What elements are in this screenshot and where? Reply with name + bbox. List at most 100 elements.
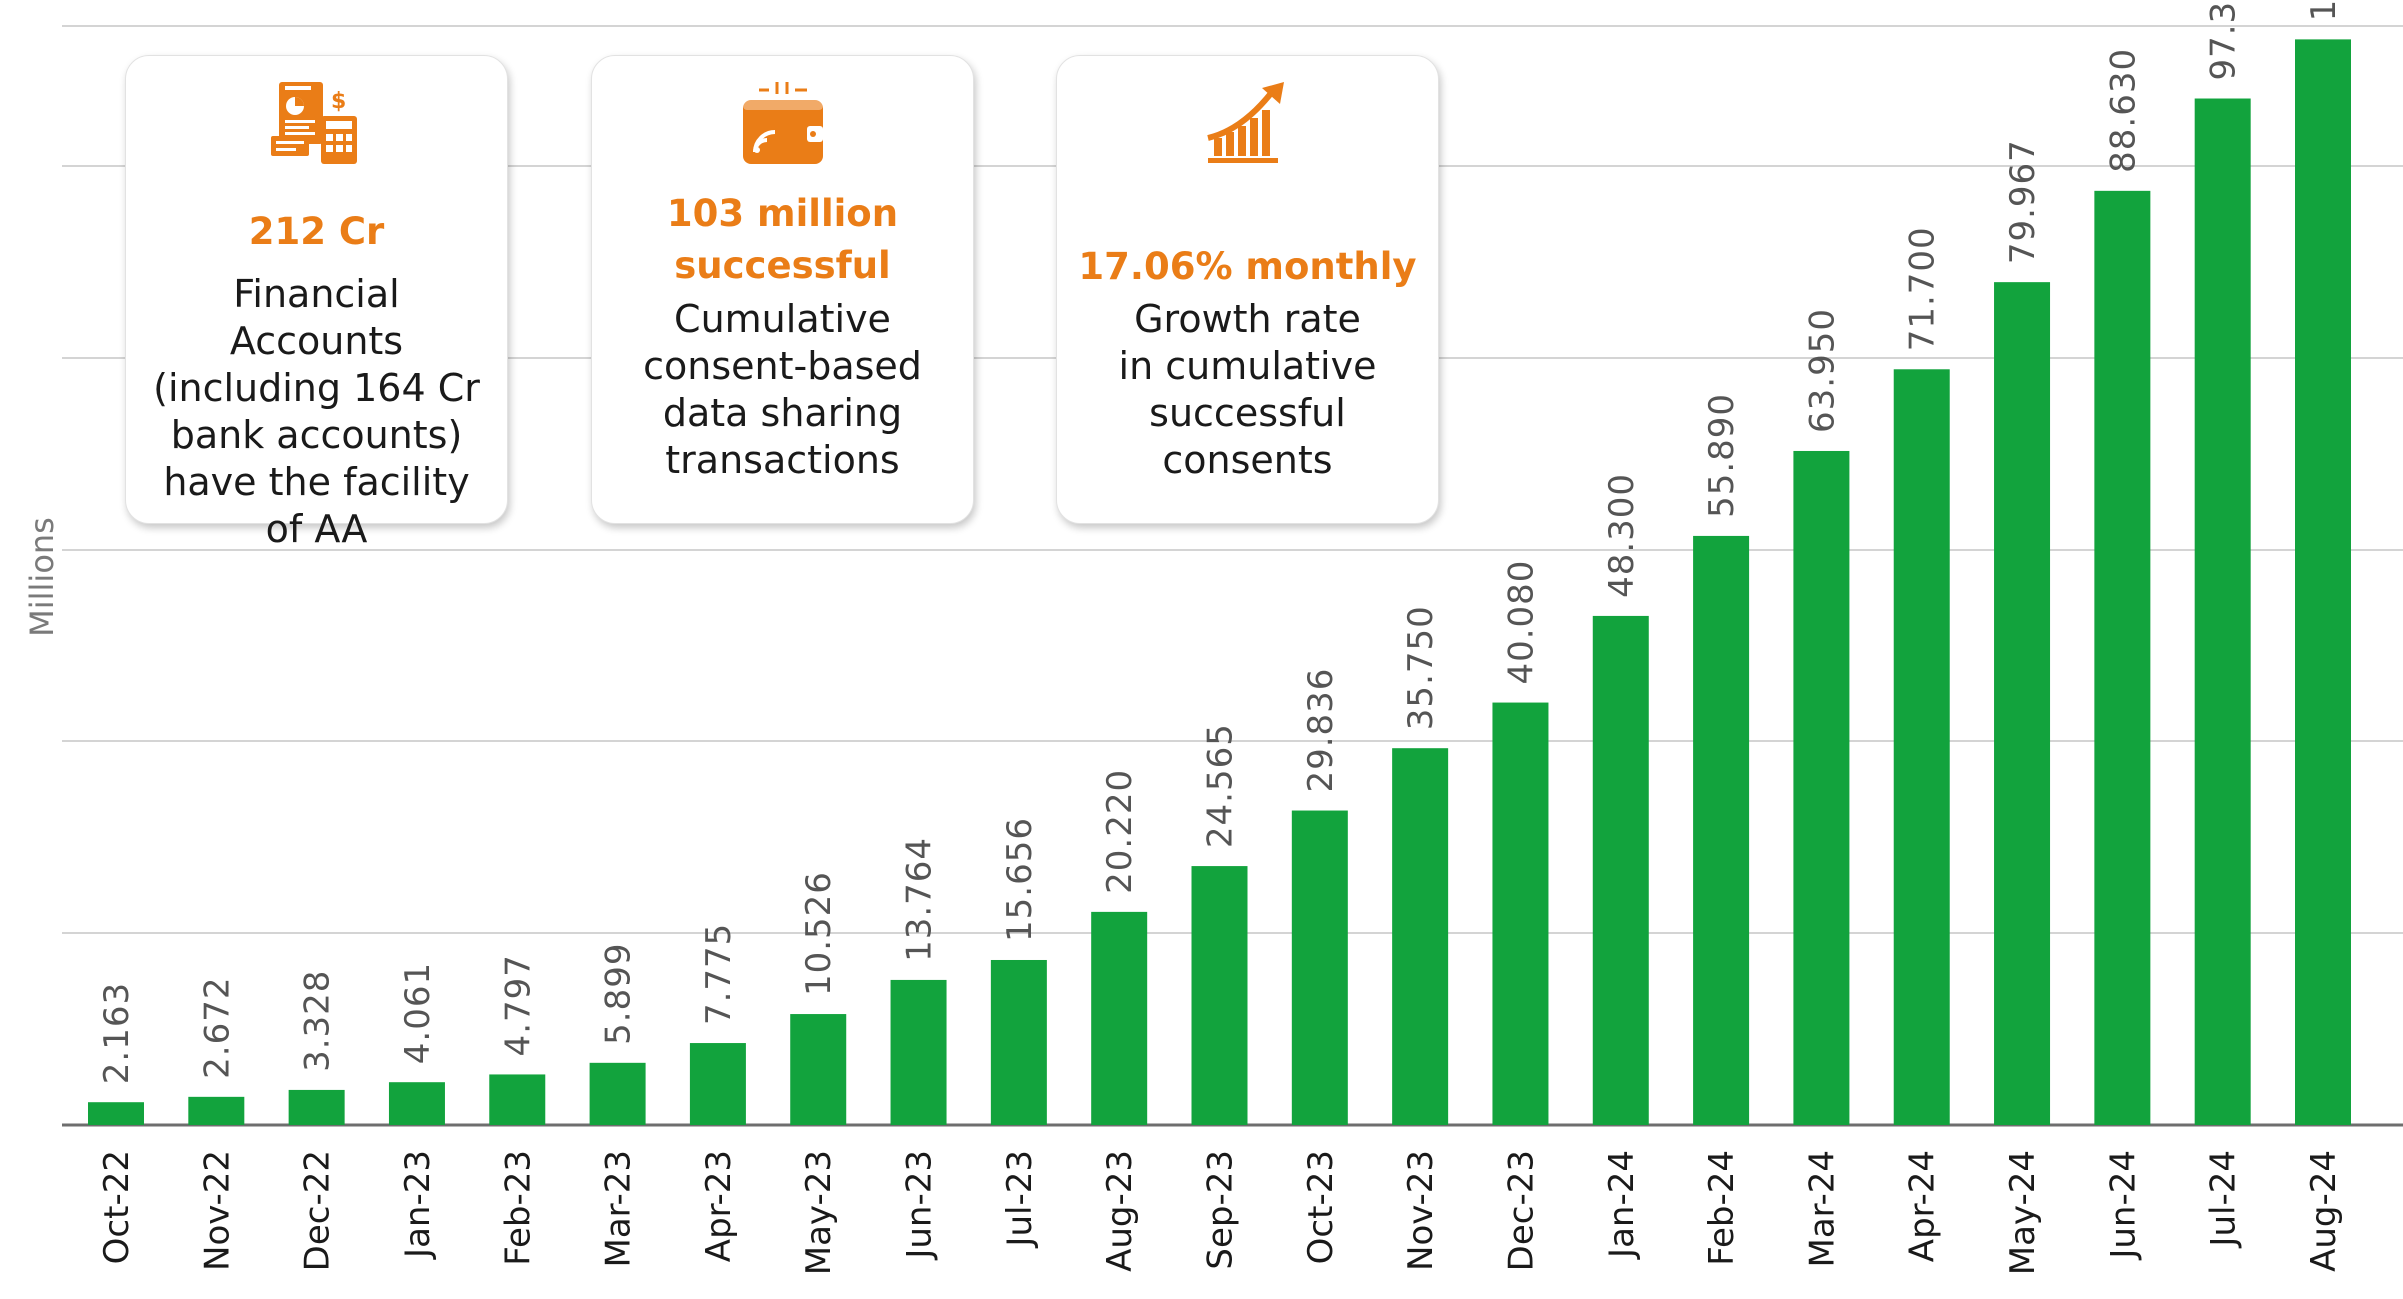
value-label: 15.656 (1000, 817, 1040, 942)
x-tick-label: Mar-23 (599, 1150, 639, 1268)
x-tick-label: Apr-24 (1903, 1150, 1943, 1262)
bar-oct-23 (1291, 810, 1348, 1125)
value-label: 3.328 (298, 970, 338, 1072)
card-description-line: of AA (265, 507, 368, 551)
svg-text:$: $ (331, 89, 346, 114)
value-label: 71.700 (1903, 226, 1943, 351)
x-tick-label: Jan-24 (1602, 1150, 1642, 1260)
bar-jul-24 (2194, 98, 2251, 1125)
bar-feb-23 (489, 1074, 546, 1125)
bar-mar-24 (1793, 450, 1850, 1125)
bar-jan-24 (1592, 615, 1649, 1125)
card-headline: 103 million successful (608, 188, 957, 292)
value-label: 63.950 (1802, 308, 1842, 433)
x-tick-labels: Oct-22 Nov-22 Dec-22 Jan-23 Feb-23 Mar-23 Apr-… (97, 1150, 2344, 1275)
x-tick-label: Aug-24 (2304, 1150, 2344, 1272)
bar-nov-23 (1392, 748, 1449, 1125)
x-tick-label: Dec-23 (1501, 1150, 1541, 1271)
bar-may-24 (1994, 282, 2051, 1125)
bar-nov-22 (188, 1096, 245, 1125)
x-tick-label: Jan-23 (398, 1150, 438, 1260)
bar-aug-24 (2295, 39, 2351, 1125)
value-label: 103.000 (2304, 0, 2344, 21)
value-labels: 2.163 2.672 3.328 4.061 4.797 5.899 7.775 10.52… (97, 0, 2344, 1084)
bar-jan-23 (388, 1082, 445, 1125)
card-description-line: bank accounts) (170, 413, 463, 457)
bar-apr-24 (1893, 369, 1950, 1126)
x-tick-label: Dec-22 (298, 1150, 338, 1271)
bar-may-23 (790, 1014, 847, 1125)
stat-card-accounts: $ 212 Cr Financial Accounts (including 1… (125, 55, 508, 551)
value-label: 13.764 (900, 837, 940, 962)
value-label: 97.390 (2204, 0, 2244, 81)
stat-card-growth: 17.06% monthly Growth rate in cumulative… (1056, 55, 1439, 524)
bar-mar-23 (589, 1062, 646, 1125)
x-tick-label: Oct-22 (97, 1150, 137, 1264)
bar-feb-24 (1693, 535, 1750, 1125)
value-label: 24.565 (1201, 723, 1241, 848)
x-tick-label: Aug-23 (1100, 1150, 1140, 1272)
value-label: 5.899 (599, 942, 639, 1044)
x-tick-label: Mar-24 (1802, 1150, 1842, 1268)
value-label: 55.890 (1702, 393, 1742, 518)
bar-oct-22 (88, 1102, 144, 1125)
value-label: 4.061 (398, 962, 438, 1064)
value-label: 29.836 (1301, 668, 1341, 793)
card-headline: 212 Cr (248, 210, 385, 253)
card-description-line: data sharing (662, 391, 903, 435)
value-label: 40.080 (1501, 560, 1541, 685)
x-tick-label: Nov-23 (1401, 1150, 1441, 1271)
x-tick-label: Feb-23 (498, 1150, 538, 1266)
value-label: 88.630 (2103, 48, 2143, 173)
value-label: 7.775 (699, 923, 739, 1025)
card-description-line: (including 164 Cr (153, 366, 480, 410)
value-label: 10.526 (799, 871, 839, 996)
growth-chart-icon (1057, 78, 1438, 188)
card-description: Growth rate in cumulative successful con… (1073, 296, 1422, 484)
card-description-line: in cumulative (1118, 344, 1377, 388)
stat-card-transactions: 103 million successful Cumulative consen… (591, 55, 974, 524)
card-description-line: Cumulative (674, 297, 891, 341)
bar-sep-23 (1191, 866, 1248, 1125)
x-tick-label: Sep-23 (1201, 1150, 1241, 1270)
x-tick-label: May-23 (799, 1150, 839, 1275)
value-label: 79.967 (2003, 139, 2043, 264)
card-headline: 17.06% monthly (1078, 245, 1417, 288)
financial-documents-icon: $ (126, 78, 507, 188)
x-tick-label: Nov-22 (197, 1150, 237, 1271)
value-label: 4.797 (498, 954, 538, 1056)
card-description: Cumulative consent-based data sharing tr… (608, 296, 957, 484)
card-description-line: successful (1149, 391, 1346, 435)
x-tick-label: May-24 (2003, 1150, 2043, 1275)
value-label: 2.672 (197, 976, 237, 1078)
bar-jul-23 (990, 959, 1047, 1125)
x-tick-label: Jun-23 (900, 1150, 940, 1261)
y-axis-title: Millions (23, 517, 61, 637)
card-description-line: Financial Accounts (229, 272, 404, 363)
x-tick-label: Jul-24 (2204, 1150, 2244, 1249)
bar-dec-22 (288, 1089, 345, 1125)
card-description: Financial Accounts (including 164 Cr ban… (142, 271, 491, 553)
bar-apr-23 (689, 1043, 746, 1125)
bar-jun-23 (890, 979, 947, 1125)
card-description-line: consents (1162, 438, 1333, 482)
card-description-line: Growth rate (1134, 297, 1361, 341)
bar-dec-23 (1492, 702, 1549, 1125)
value-label: 2.163 (97, 982, 137, 1084)
card-description-line: consent-based (643, 344, 922, 388)
value-label: 20.220 (1100, 769, 1140, 894)
wallet-wireless-icon (592, 78, 973, 188)
bars (88, 39, 2351, 1126)
value-label: 48.300 (1602, 473, 1642, 598)
card-headline-line: 103 million (666, 192, 899, 235)
x-tick-label: Feb-24 (1702, 1150, 1742, 1266)
x-tick-label: Apr-23 (699, 1150, 739, 1262)
bar-jun-24 (2094, 190, 2151, 1126)
card-description-line: transactions (665, 438, 900, 482)
x-tick-label: Oct-23 (1301, 1150, 1341, 1264)
bar-aug-23 (1091, 911, 1148, 1125)
value-label: 35.750 (1401, 605, 1441, 730)
x-tick-label: Jul-23 (1000, 1150, 1040, 1249)
x-tick-label: Jun-24 (2103, 1150, 2143, 1261)
